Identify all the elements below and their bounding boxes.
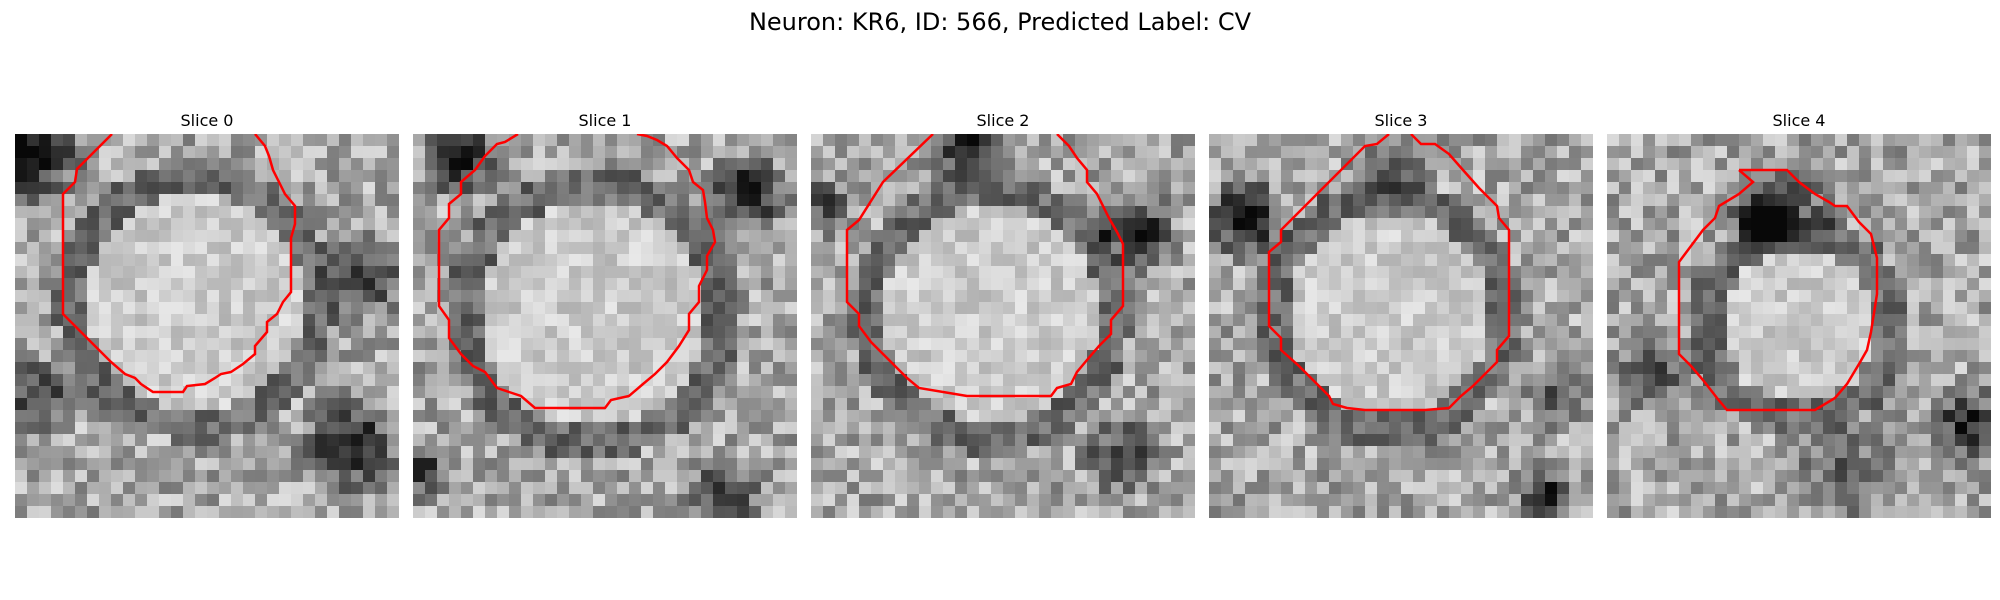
slice-image-0 (15, 134, 399, 518)
figure-title: Neuron: KR6, ID: 566, Predicted Label: C… (0, 8, 2000, 36)
slice-image-3 (1209, 134, 1593, 518)
slice-image-2 (811, 134, 1195, 518)
grayscale-em-image (1607, 134, 1991, 518)
grayscale-em-image (1209, 134, 1593, 518)
slice-panel-2: Slice 2 (811, 108, 1195, 518)
slice-image-4 (1607, 134, 1991, 518)
slice-panel-4: Slice 4 (1607, 108, 1991, 518)
grayscale-em-image (413, 134, 797, 518)
slice-panel-1: Slice 1 (413, 108, 797, 518)
slice-title: Slice 3 (1209, 108, 1593, 134)
slice-title: Slice 2 (811, 108, 1195, 134)
grayscale-em-image (811, 134, 1195, 518)
slice-title: Slice 0 (15, 108, 399, 134)
slice-title: Slice 1 (413, 108, 797, 134)
slice-title: Slice 4 (1607, 108, 1991, 134)
slice-panel-3: Slice 3 (1209, 108, 1593, 518)
slice-panel-0: Slice 0 (15, 108, 399, 518)
slice-image-1 (413, 134, 797, 518)
grayscale-em-image (15, 134, 399, 518)
